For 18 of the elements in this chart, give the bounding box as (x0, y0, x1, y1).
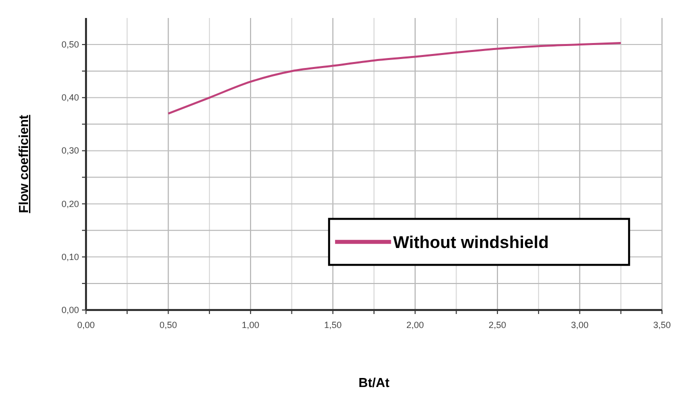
x-tick-label: 1,00 (242, 320, 260, 330)
y-tick-label: 0,30 (61, 146, 79, 156)
y-tick-label: 0,40 (61, 92, 79, 103)
y-tick-label: 0,50 (61, 40, 79, 50)
x-tick-label: 2,00 (406, 320, 424, 330)
y-tick-label: 0,10 (61, 252, 79, 262)
x-tick-label: 0,00 (77, 320, 95, 330)
x-tick-label: 0,50 (160, 320, 178, 330)
y-tick-label: 0,20 (61, 198, 79, 209)
x-axis-title: Bt/At (358, 375, 390, 390)
x-tick-label: 3,00 (570, 320, 588, 330)
line-series (167, 42, 622, 115)
y-tick-label: 0,00 (61, 305, 79, 315)
y-axis-title: Flow coefficient (16, 114, 31, 214)
legend-label: Without windshield (393, 232, 549, 252)
x-tick-label: 2,50 (488, 320, 506, 330)
x-tick-label: 3,50 (653, 320, 671, 330)
x-tick-label: 1,50 (324, 320, 342, 330)
